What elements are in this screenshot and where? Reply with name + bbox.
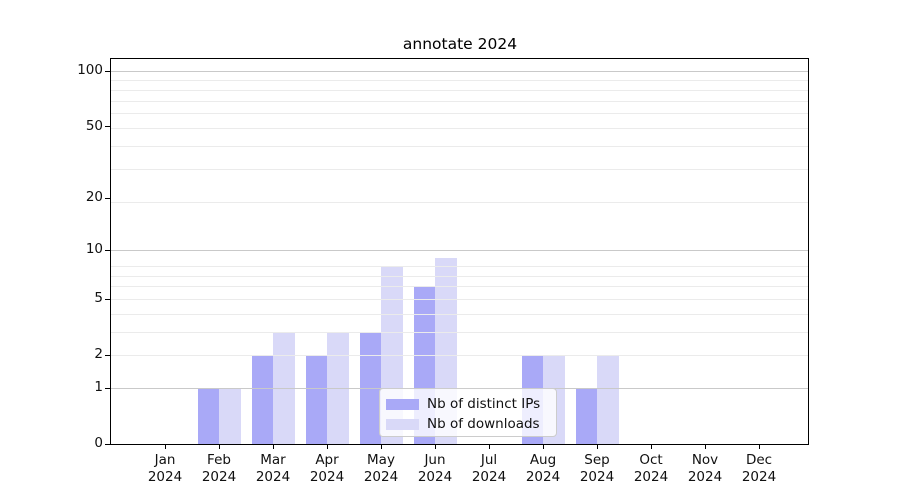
y-tick xyxy=(105,299,110,300)
bar-ips-apr xyxy=(305,354,327,444)
y-tick xyxy=(105,126,110,127)
x-tick xyxy=(219,445,220,449)
x-tick-label-aug: Aug 2024 xyxy=(525,452,561,485)
chart-title: annotate 2024 xyxy=(402,35,518,53)
gridline-minor xyxy=(111,169,809,170)
x-tick-label-oct: Oct 2024 xyxy=(633,452,669,485)
y-tick-label: 0 xyxy=(94,435,103,451)
legend-item-distinct-ips: Nb of distinct IPs xyxy=(386,394,548,414)
gridline-minor xyxy=(111,101,809,102)
y-tick-label: 100 xyxy=(77,62,103,79)
x-tick xyxy=(543,445,544,449)
gridline-minor xyxy=(111,355,809,356)
bar-downloads-feb xyxy=(219,387,241,444)
legend-swatch-distinct-ips xyxy=(386,398,419,410)
x-tick-label-may: May 2024 xyxy=(363,452,399,485)
bar-ips-may xyxy=(359,331,381,444)
bar-downloads-apr xyxy=(327,331,349,444)
y-tick xyxy=(105,71,110,72)
gridline-minor xyxy=(111,202,809,203)
gridline-major xyxy=(111,250,809,251)
gridline-minor xyxy=(111,266,809,267)
gridline-minor xyxy=(111,90,809,91)
gridline-minor xyxy=(111,314,809,315)
x-tick-label-apr: Apr 2024 xyxy=(309,452,345,485)
y-tick xyxy=(105,198,110,199)
bar-ips-mar xyxy=(251,354,273,444)
bar-ips-feb xyxy=(197,387,219,444)
x-tick xyxy=(381,445,382,449)
y-tick-label: 1 xyxy=(94,379,103,396)
x-tick-label-jan: Jan 2024 xyxy=(147,452,183,485)
x-tick-label-jun: Jun 2024 xyxy=(417,452,453,485)
gridline-major xyxy=(111,71,809,72)
x-tick-label-nov: Nov 2024 xyxy=(687,452,723,485)
gridline-minor xyxy=(111,80,809,81)
x-tick xyxy=(489,445,490,449)
gridline-minor xyxy=(111,146,809,147)
x-tick xyxy=(327,445,328,449)
x-tick xyxy=(273,445,274,449)
gridline-minor xyxy=(111,276,809,277)
bar-ips-sep xyxy=(575,387,597,444)
gridline-minor xyxy=(111,299,809,300)
y-tick xyxy=(105,355,110,356)
legend-item-downloads: Nb of downloads xyxy=(386,414,548,434)
x-tick-label-jul: Jul 2024 xyxy=(471,452,507,485)
gridline-minor xyxy=(111,332,809,333)
legend-swatch-downloads xyxy=(386,418,419,430)
legend-label-distinct-ips: Nb of distinct IPs xyxy=(427,396,541,412)
x-tick xyxy=(759,445,760,449)
x-tick-label-feb: Feb 2024 xyxy=(201,452,237,485)
x-tick xyxy=(705,445,706,449)
gridline-minor xyxy=(111,113,809,114)
legend: Nb of distinct IPs Nb of downloads xyxy=(379,388,557,437)
y-tick-label: 10 xyxy=(85,241,103,258)
x-tick xyxy=(651,445,652,449)
bar-downloads-sep xyxy=(597,354,619,444)
y-tick-label: 50 xyxy=(85,117,103,134)
x-tick-label-dec: Dec 2024 xyxy=(741,452,777,485)
bar-downloads-mar xyxy=(273,331,295,444)
plot-area-border xyxy=(110,58,809,445)
x-tick-label-mar: Mar 2024 xyxy=(255,452,291,485)
x-tick xyxy=(165,445,166,449)
y-tick-label: 2 xyxy=(94,346,103,363)
y-tick-label: 5 xyxy=(94,290,103,307)
gridline-minor xyxy=(111,128,809,129)
y-tick-label: 20 xyxy=(85,189,103,206)
x-tick xyxy=(435,445,436,449)
legend-label-downloads: Nb of downloads xyxy=(427,416,540,432)
gridline-minor xyxy=(111,286,809,287)
y-tick xyxy=(105,444,110,445)
y-tick xyxy=(105,388,110,389)
y-tick xyxy=(105,250,110,251)
x-tick xyxy=(597,445,598,449)
x-tick-label-sep: Sep 2024 xyxy=(579,452,615,485)
